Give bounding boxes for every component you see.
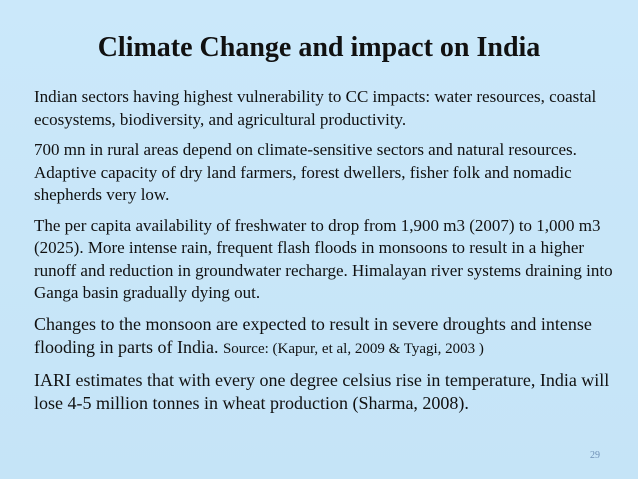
slide-content: Indian sectors having highest vulnerabil… — [34, 86, 618, 423]
page-number: 29 — [590, 450, 600, 461]
source-citation: Source: (Kapur, et al, 2009 & Tyagi, 200… — [222, 341, 484, 357]
paragraph-rural-dependence: 700 mn in rural areas depend on climate-… — [34, 140, 577, 204]
paragraph-monsoon-changes: Changes to the monsoon are expected to r… — [34, 313, 618, 362]
paragraph-freshwater-availability: The per capita availability of freshwate… — [34, 215, 613, 303]
paragraph-wheat-production: IARI estimates that with every one degre… — [34, 369, 610, 414]
monsoon-text: Changes to the monsoon are expected to r… — [34, 313, 592, 358]
slide-title: Climate Change and impact on India — [97, 32, 541, 63]
paragraph-vulnerable-sectors: Indian sectors having highest vulnerabil… — [34, 87, 597, 129]
